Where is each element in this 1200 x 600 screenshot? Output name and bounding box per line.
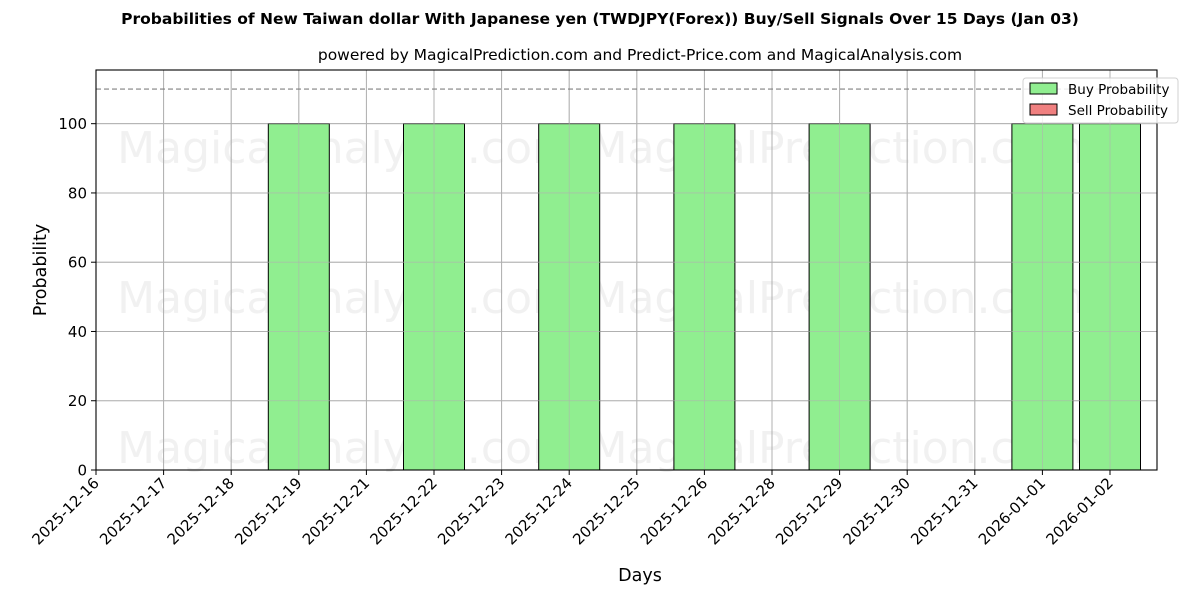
y-tick-label: 100	[58, 115, 87, 133]
chart-title: Probabilities of New Taiwan dollar With …	[121, 10, 1079, 28]
y-tick-label: 0	[77, 462, 87, 480]
x-tick-label: 2025-12-18	[164, 474, 238, 548]
legend-label-sell: Sell Probability	[1068, 103, 1168, 119]
x-tick-label: 2025-12-22	[366, 474, 440, 548]
y-tick-label: 40	[68, 323, 87, 341]
x-tick-label: 2025-12-26	[637, 474, 711, 548]
x-axis: 2025-12-162025-12-172025-12-182025-12-19…	[28, 470, 1117, 548]
watermark-text: MagicalAnalysis.com	[117, 123, 575, 174]
x-tick-label: 2025-12-28	[704, 474, 778, 548]
legend: Buy Probability Sell Probability	[1022, 77, 1179, 124]
x-tick-label: 2025-12-17	[96, 474, 170, 548]
x-tick-label: 2026-01-02	[1042, 474, 1116, 548]
x-tick-label: 2025-12-30	[840, 474, 914, 548]
x-tick-label: 2025-12-29	[772, 474, 846, 548]
legend-swatch-buy	[1029, 82, 1058, 95]
x-tick-label: 2025-12-24	[502, 474, 576, 548]
y-tick-label: 20	[68, 392, 87, 410]
watermark-text: MagicalAnalysis.com	[117, 423, 575, 474]
bars	[95, 70, 1157, 471]
x-tick-label: 2025-12-25	[569, 474, 643, 548]
x-tick-label: 2025-12-21	[299, 474, 373, 548]
legend-swatch-sell	[1029, 103, 1058, 116]
watermark-layer: MagicalAnalysis.comMagicalPrediction.com…	[117, 123, 1084, 474]
y-tick-label: 80	[68, 184, 87, 202]
plot-frame	[95, 69, 1158, 471]
chart-subtitle: powered by MagicalPrediction.com and Pre…	[317, 46, 963, 64]
legend-frame	[1022, 77, 1179, 124]
y-tick-label: 60	[68, 254, 87, 272]
x-tick-label: 2025-12-31	[907, 474, 981, 548]
x-tick-label: 2026-01-01	[975, 474, 1049, 548]
x-tick-label: 2025-12-19	[231, 474, 305, 548]
y-axis-label: Probability	[31, 224, 51, 317]
x-tick-label: 2025-12-16	[28, 474, 102, 548]
y-axis: 0 20 40 60 80 100	[58, 115, 96, 480]
x-tick-label: 2025-12-23	[434, 474, 508, 548]
legend-label-buy: Buy Probability	[1068, 82, 1169, 98]
watermark-text: MagicalAnalysis.com	[117, 273, 575, 324]
x-axis-label: Days	[618, 566, 662, 586]
